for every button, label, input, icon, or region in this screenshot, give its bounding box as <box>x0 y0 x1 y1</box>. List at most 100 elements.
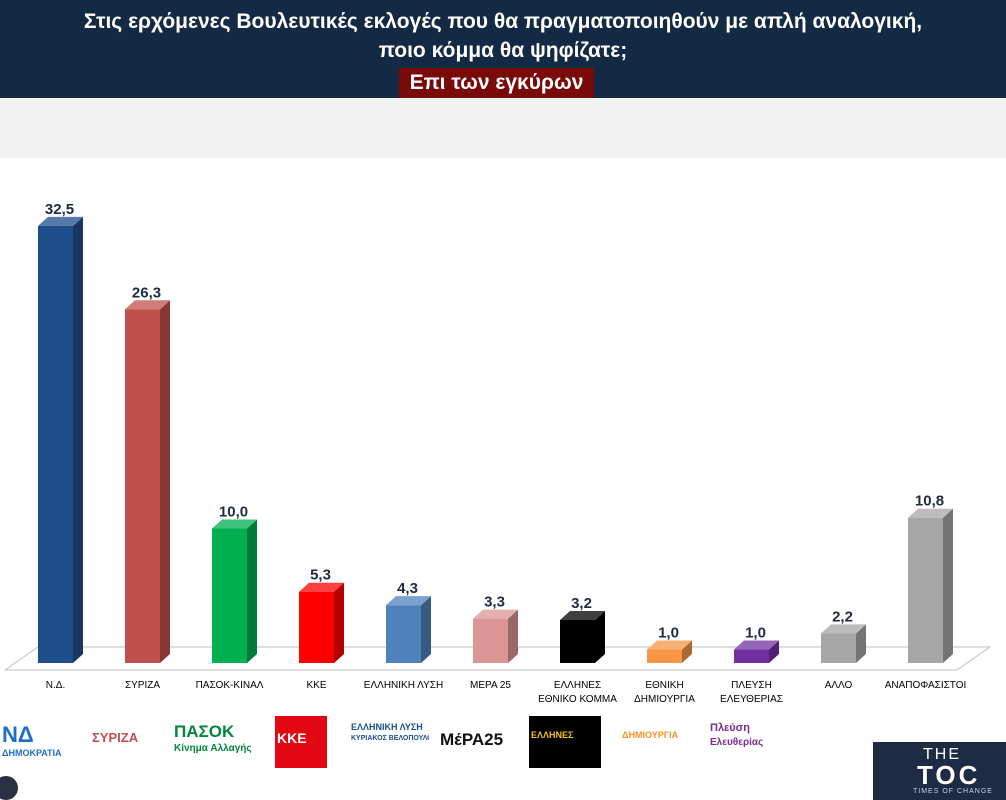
corner-dot <box>0 776 18 800</box>
party-logo: ΠΑΣΟΚ Κίνημα Αλλαγής <box>172 716 254 768</box>
bar <box>38 225 73 663</box>
party-logo-text: Πλεύση <box>710 722 750 734</box>
bar-side <box>73 216 83 663</box>
bar-group <box>473 609 518 663</box>
party-logo-text: ΚΚΕ <box>277 730 307 746</box>
gray-band <box>0 98 1006 158</box>
data-label: 4,3 <box>397 580 418 597</box>
bar-side <box>421 596 431 663</box>
bar-group <box>647 640 692 663</box>
question-line-2: ποιο κόμμα θα ψηφίζατε; <box>378 39 628 62</box>
bar-top <box>560 610 605 620</box>
subtitle-badge: Επι των εγκύρων <box>399 68 594 98</box>
bar-top <box>212 519 257 529</box>
data-label: 26,3 <box>132 284 161 301</box>
x-tick-label: ΕΘΝΙΚΟ ΚΟΜΜΑ <box>538 694 617 705</box>
bar-side <box>160 300 170 663</box>
bar-group <box>125 300 170 663</box>
party-logo: ΣΥΡΙΖΑ <box>90 716 160 768</box>
bar-side <box>682 640 692 663</box>
bar-group <box>908 508 953 663</box>
data-label: 3,2 <box>571 595 592 612</box>
bar <box>560 619 595 663</box>
party-logos-row: ΝΔ ΔΗΜΟΚΡΑΤΙΑ ΣΥΡΙΖΑ ΠΑΣΟΚ Κίνημα Αλλαγής ΚΚΕ… <box>0 712 1006 800</box>
party-logo: ΔΗΜΙΟΥΡΓΙΑ <box>620 716 700 768</box>
x-tick-label: ΔΗΜΙΟΥΡΓΙΑ <box>634 694 695 705</box>
bar-group <box>38 216 83 663</box>
x-tick-label: ΕΘΝΙΚΗ <box>645 680 683 691</box>
party-logo: Πλεύση Ελευθερίας <box>708 716 784 768</box>
data-label: 3,3 <box>484 594 505 611</box>
toc-logo-line1: THE <box>923 746 961 763</box>
party-logo-text: ΠΑΣΟΚ <box>174 722 235 741</box>
bar-top <box>734 640 779 650</box>
bar <box>212 528 247 663</box>
bar <box>821 633 856 663</box>
x-tick-label: ΑΝΑΠΟΦΑΣΙΣΤΟΙ <box>885 680 967 691</box>
bar <box>125 309 160 663</box>
bar-group <box>386 596 431 663</box>
toc-logo-line2: TOC <box>917 760 981 790</box>
party-logo-text: ΣΥΡΙΖΑ <box>92 730 139 745</box>
x-tick-label: ΕΛΛΗΝΕΣ <box>554 680 601 691</box>
bar <box>386 605 421 663</box>
bar-side <box>508 609 518 663</box>
bar <box>908 517 943 663</box>
party-logo-subtext: ΚΥΡΙΑΚΟΣ ΒΕΛΟΠΟΥΛΟΣ <box>351 735 429 742</box>
data-label: 10,8 <box>915 493 944 510</box>
party-logo-text: ΔΗΜΙΟΥΡΓΙΑ <box>622 730 679 740</box>
party-logo-text: ΕΛΛΗΝΕΣ <box>531 730 574 740</box>
x-tick-label: ΠΑΣΟΚ-ΚΙΝΑΛ <box>196 680 264 691</box>
bar <box>473 618 508 663</box>
party-logo-subtext: Κίνημα Αλλαγής <box>174 743 252 754</box>
bar-top <box>821 624 866 634</box>
bar-side <box>856 624 866 663</box>
party-logo: ΜέΡΑ25 <box>438 716 508 768</box>
x-tick-label: ΑΛΛΟ <box>825 680 853 691</box>
data-label: 5,3 <box>310 567 331 584</box>
data-label: 1,0 <box>658 625 679 642</box>
header-banner: Στις ερχόμενες Βουλευτικές εκλογές που θ… <box>0 0 1006 98</box>
party-logo-text: ΝΔ <box>2 722 34 747</box>
bar-top <box>386 596 431 606</box>
party-logo: ΝΔ ΔΗΜΟΚΡΑΤΙΑ <box>0 716 66 768</box>
bar <box>299 591 334 663</box>
bar-top <box>38 216 83 226</box>
bar-group <box>821 624 866 663</box>
data-label: 10,0 <box>219 504 248 521</box>
data-label: 2,2 <box>832 608 853 625</box>
bar-chart: 32,5 Ν.Δ. 26,3 ΣΥΡΙΖΑ 10,0 ΠΑΣΟΚ-ΚΙΝΑΛ 5,3 ΚΚΕ 4… <box>3 201 992 705</box>
bar-top <box>908 508 953 518</box>
bar-top <box>299 582 344 592</box>
data-label: 1,0 <box>745 625 766 642</box>
bar <box>734 649 769 663</box>
x-tick-label: ΣΥΡΙΖΑ <box>125 680 160 691</box>
bar-group <box>212 519 257 663</box>
bar-top <box>125 300 170 310</box>
toc-logo-tagline: TIMES OF CHANGE <box>913 788 993 795</box>
x-tick-label: ΕΛΛΗΝΙΚΗ ΛΥΣΗ <box>364 680 443 691</box>
bar-side <box>943 508 953 663</box>
x-tick-label: ΜΕΡΑ 25 <box>470 680 511 691</box>
bar-side <box>334 582 344 663</box>
data-label: 32,5 <box>45 201 74 218</box>
x-tick-label: ΚΚΕ <box>306 680 326 691</box>
bar-side <box>769 640 779 663</box>
party-logo-subtext: Ελευθερίας <box>710 737 764 748</box>
party-logo-subtext: ΔΗΜΟΚΡΑΤΙΑ <box>2 748 62 758</box>
party-logo: ΕΛΛΗΝΕΣ <box>529 716 601 768</box>
x-tick-label: ΠΛΕΥΣΗ <box>731 680 772 691</box>
party-logo-text: ΕΛΛΗΝΙΚΗ ΛΥΣΗ <box>351 722 423 732</box>
bar-top <box>647 640 692 650</box>
party-logo-text: ΜέΡΑ25 <box>440 730 504 749</box>
bar-side <box>595 610 605 663</box>
bar-top <box>473 609 518 619</box>
bar-group <box>299 582 344 663</box>
bar-group <box>560 610 605 663</box>
toc-logo: THE TOC TIMES OF CHANGE <box>873 742 1006 800</box>
bar-group <box>734 640 779 663</box>
bar <box>647 649 682 663</box>
party-logo: ΚΚΕ <box>275 716 327 768</box>
bar-side <box>247 519 257 663</box>
x-tick-label: Ν.Δ. <box>46 680 65 691</box>
